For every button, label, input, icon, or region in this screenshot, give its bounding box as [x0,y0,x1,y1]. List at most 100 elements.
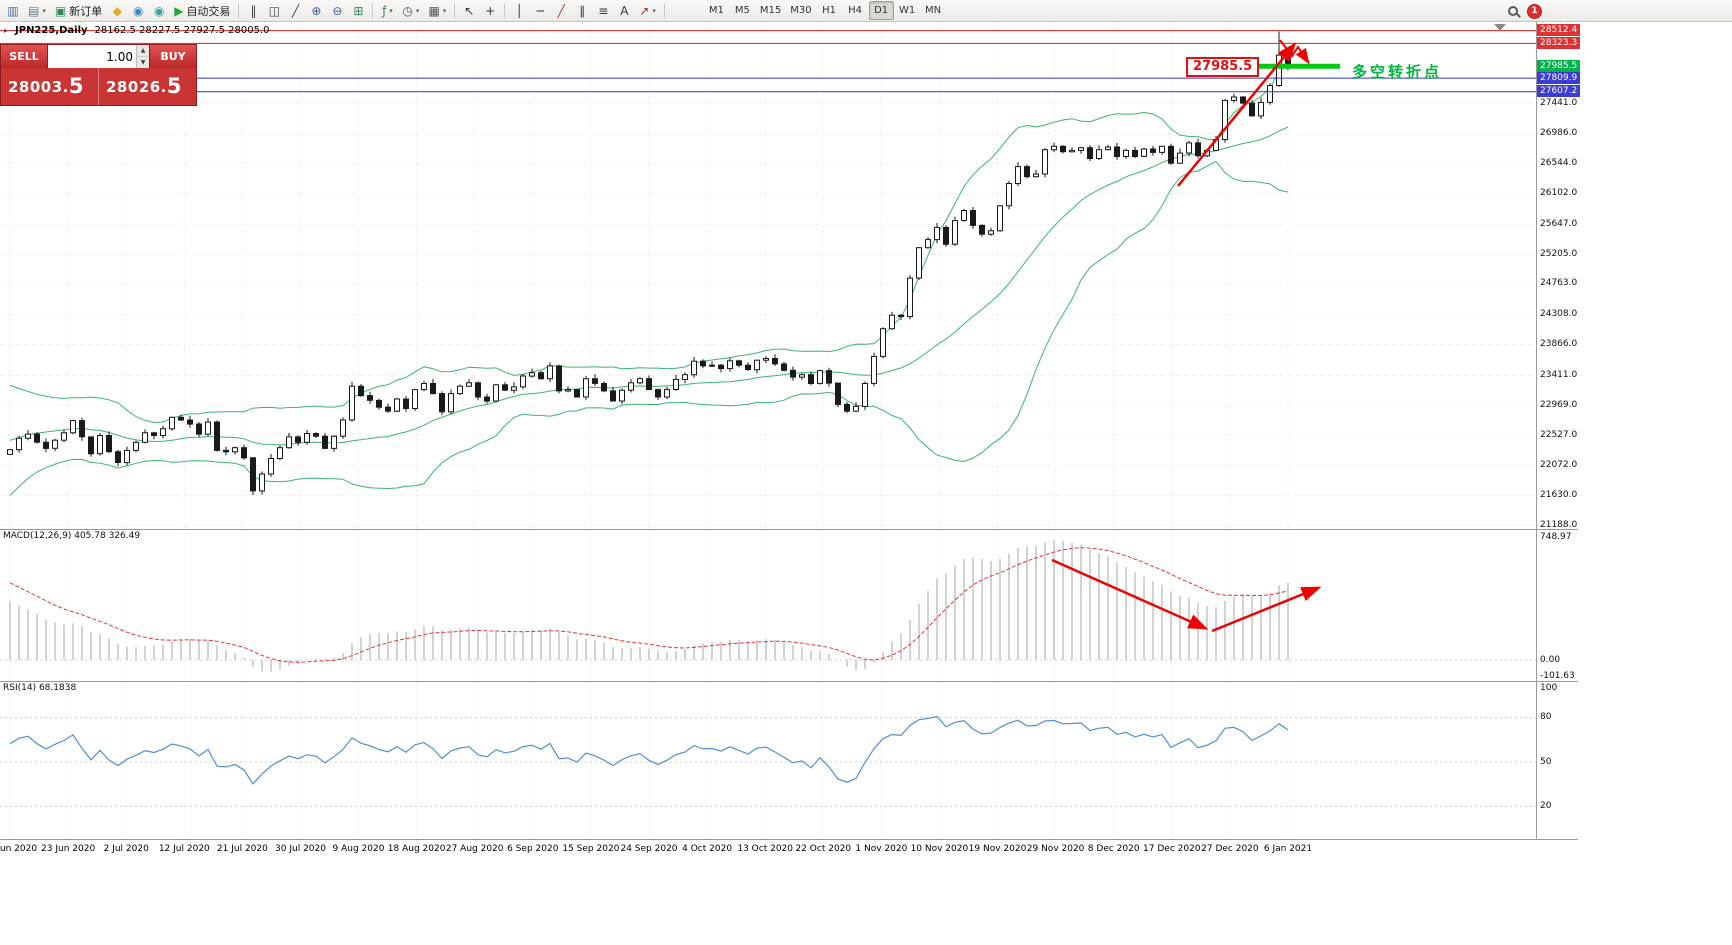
price-axis-label: 25647.0 [1540,218,1578,229]
arrows-tool-icon: ↗ [639,3,650,18]
templates-dropdown-caret[interactable]: ▾ [442,6,447,15]
sell-button[interactable]: SELL [1,45,48,68]
new-chart-button[interactable]: ▥ [3,1,23,20]
price-axis-label: 24763.0 [1540,278,1578,289]
rsi-line [9,715,1289,785]
sell-price[interactable]: 28003. 5 [1,68,98,105]
candles-chart-type-button[interactable]: ◫ [264,1,284,20]
equidistant-channel-button[interactable]: ∥ [572,1,592,20]
zoom-in-button[interactable]: ⊕ [306,1,326,20]
buy-price-pip: 5 [166,74,182,98]
templates-button[interactable]: ▦ ▾ [424,1,450,20]
price-axis-label: 25205.0 [1540,248,1578,259]
timeframe-d1-button[interactable]: D1 [868,1,894,20]
price-level-callout[interactable]: 27985.5 [1186,57,1260,77]
mql-app-teal-button[interactable]: ◉ [149,1,169,20]
zoom-out-button[interactable]: ⊖ [327,1,347,20]
pullback-zigzag-arrow[interactable] [1279,39,1310,65]
time-axis-label: 24 Sep 2020 [620,844,678,854]
indicators-list-dropdown-caret[interactable]: ▾ [389,6,393,15]
toolbar-buttons-group: ▥ ▤ ▾ ▣ 新订单 ◆ ◉ ◉ ▶ 自动交易 ‖ ◫ ╱ ⊕ ⊖ ⊞ ƒ ▾ ◷ ▾ ▦ ▾ ↖ + │ ─ ╱ ∥ ≡ A ↗ ▾ [3,1,668,20]
vertical-line-button[interactable]: │ [509,1,529,20]
mql-app-teal-icon: ◉ [153,3,165,18]
price-axis-label: 23866.0 [1540,339,1578,350]
new-order-button[interactable]: ▣ 新订单 [51,1,106,20]
one-click-trading-panel: SELL ▲ ▼ BUY 28003. 5 28026. 5 [0,44,197,106]
templates-icon: ▦ [428,3,440,18]
price-badge-green: 27985.5 [1537,59,1581,72]
macd-scale-label: 748.97 [1540,531,1572,542]
new-chart-icon: ▥ [7,3,19,18]
vertical-line-icon: │ [515,3,523,18]
fibonacci-retracement-button[interactable]: ≡ [593,1,613,20]
turning-point-label[interactable]: 多空转折点 [1352,63,1443,81]
toolbar-right-group: 1 [1508,0,1542,22]
time-axis-label: 12 Jul 2020 [158,844,210,854]
grid-button[interactable]: ⊞ [348,1,368,20]
chart-window-icon: ▸ [4,26,9,35]
notification-badge[interactable]: 1 [1527,3,1542,19]
timeframe-m1-button[interactable]: M1 [708,5,724,16]
mql-app-blue-button[interactable]: ◉ [128,1,148,20]
timeframe-m30-button[interactable]: M30 [790,5,812,16]
panel-dividers[interactable] [0,22,1578,840]
grid-icon: ⊞ [353,3,364,18]
periods-dropdown-caret[interactable]: ▾ [415,6,420,15]
chart-title: ▸ JPN225,Daily 28162.5 28227.5 27927.5 2… [4,25,269,36]
timeframe-m15-button[interactable]: M15 [759,5,782,16]
search-icon[interactable] [1508,6,1518,16]
macd-up-arrow[interactable] [1211,586,1322,633]
arrows-tool-button[interactable]: ↗ ▾ [635,1,660,20]
price-badge-blue: 27809.9 [1537,71,1581,84]
time-axis-label: 23 Jun 2020 [41,844,96,854]
horizontal-line-icon: ─ [536,3,544,18]
indicators-list-button[interactable]: ƒ ▾ [377,1,397,20]
auto-trading-button[interactable]: ▶ 自动交易 [170,1,234,20]
timeframe-w1-button[interactable]: W1 [898,5,916,16]
toolbar-separator [663,3,665,18]
price-axis-label: 26986.0 [1540,128,1578,139]
buy-button[interactable]: BUY [149,45,196,68]
bars-chart-type-button[interactable]: ‖ [243,1,263,20]
price-badge-red: 28512.4 [1537,24,1581,37]
timeframe-h1-button[interactable]: H1 [822,5,837,16]
horizontal-line-button[interactable]: ─ [530,1,550,20]
timeframe-h4-button[interactable]: H4 [848,5,863,16]
timeframe-mn-button[interactable]: MN [925,5,942,16]
macd-indicator-label: MACD(12,26,9) 405.78 326.49 [3,531,141,541]
rsi-scale-label: 80 [1540,712,1552,723]
volume-increase-button[interactable]: ▲ [137,45,149,57]
trend-arrow-up[interactable] [1177,42,1297,187]
cursor-button[interactable]: ↖ [459,1,479,20]
price-badge-red: 28323.3 [1537,36,1581,49]
candles [7,31,1291,495]
time-axis-label: 4 Oct 2020 [682,844,733,854]
periods-button[interactable]: ◷ ▾ [398,1,423,20]
time-axis-label: 18 Aug 2020 [387,844,446,854]
line-chart-type-button[interactable]: ╱ [285,1,305,20]
price-axis[interactable]: 27441.0 26986.0 26544.0 26102.0 25647.0 25205… [1537,0,1599,945]
volume-input[interactable] [48,45,136,68]
trendline-icon: ╱ [557,3,565,18]
chart-profiles-button[interactable]: ▤ ▾ [24,1,50,20]
mql-app-blue-icon: ◉ [132,3,144,18]
time-axis-label: 9 Aug 2020 [332,844,385,854]
chart-shift-marker[interactable] [1494,24,1506,31]
buy-price[interactable]: 28026. 5 [98,68,196,105]
text-label-button[interactable]: A [614,1,634,20]
timeframe-m5-button[interactable]: M5 [734,5,750,16]
crosshair-button[interactable]: + [480,1,500,20]
price-axis-label: 26544.0 [1540,158,1578,169]
chart-profiles-dropdown-caret[interactable]: ▾ [42,6,46,15]
time-axis-label: 27 Aug 2020 [445,844,504,854]
volume-decrease-button[interactable]: ▼ [137,57,149,68]
arrows-tool-dropdown-caret[interactable]: ▾ [652,6,656,15]
mql-app-orange-button[interactable]: ◆ [107,1,127,20]
time-axis-label: 14 Jun 2020 [0,844,38,854]
trendline-button[interactable]: ╱ [551,1,571,20]
time-axis-label: 19 Nov 2020 [968,844,1027,854]
macd-down-arrow[interactable] [1051,558,1209,630]
